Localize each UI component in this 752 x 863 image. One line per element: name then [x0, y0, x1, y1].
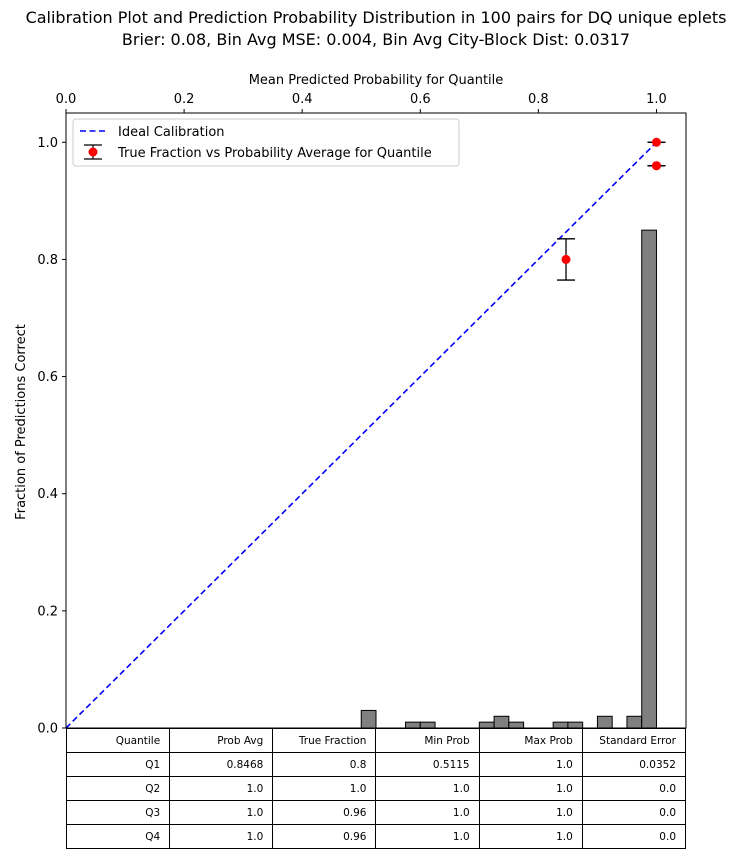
y-axis-ticks: 0.0 0.2 0.4 0.6 0.8 1.0: [37, 136, 66, 737]
table-cell: 1.0: [169, 824, 274, 849]
table-cell: 1.0: [478, 800, 583, 825]
histogram-bar-9: [626, 715, 643, 729]
table-cell: Q1: [65, 752, 171, 777]
y-tick-label-3: 0.6: [37, 370, 58, 385]
legend-label-points: True Fraction vs Probability Average for…: [117, 146, 432, 161]
legend-box: [72, 118, 460, 167]
calibration-marker: [561, 254, 571, 264]
calibration-point-0: [557, 238, 576, 281]
table-cell: 1.0: [478, 752, 583, 777]
chart-title: Calibration Plot and Prediction Probabil…: [25, 8, 727, 27]
histogram-bar-0: [360, 709, 377, 729]
table-cell: Prob Avg: [169, 728, 274, 753]
table-cell: 0.0: [581, 824, 687, 849]
y-axis-label: Fraction of Predictions Correct: [14, 324, 29, 520]
table-cell: True Fraction: [272, 728, 377, 753]
x-tick-label-2: 0.4: [292, 92, 313, 107]
table-cell: 1.0: [169, 800, 274, 825]
table-cell: Max Prob: [478, 728, 583, 753]
table-cell: 1.0: [478, 776, 583, 801]
table-cell: 0.0: [581, 776, 687, 801]
ideal-calibration-line: [65, 141, 658, 729]
table-cell: 1.0: [375, 800, 480, 825]
table-cell: Q2: [65, 776, 171, 801]
x-tick-label-4: 0.8: [528, 92, 549, 107]
table-cell: 0.5115: [375, 752, 480, 777]
statistics-table: Quantile Prob Avg True Fraction Min Prob Max…: [65, 728, 687, 849]
table-row: Q1 0.8468 0.8 0.5115 1.0 0.0352: [65, 752, 687, 777]
table-cell: 0.8: [272, 752, 377, 777]
table-cell: Q4: [65, 824, 171, 849]
y-tick-label-4: 0.8: [37, 253, 58, 268]
x-tick-label-3: 0.6: [410, 92, 431, 107]
table-cell: 0.8468: [169, 752, 274, 777]
table-cell: 0.0: [581, 800, 687, 825]
x-axis-ticks: 0.0 0.2 0.4 0.6 0.8 1.0: [56, 92, 667, 113]
y-tick-label-1: 0.2: [37, 604, 58, 619]
histogram-bar-4: [493, 715, 510, 729]
y-tick-label-5: 1.0: [37, 136, 58, 151]
table-cell: 0.96: [272, 800, 377, 825]
table-cell: Standard Error: [581, 728, 687, 753]
legend: Ideal Calibration True Fraction vs Proba…: [72, 118, 460, 167]
calibration-marker: [651, 137, 661, 147]
x-tick-label-0: 0.0: [56, 92, 77, 107]
calibration-points: [557, 137, 666, 281]
y-tick-label-2: 0.4: [37, 487, 58, 502]
x-tick-label-1: 0.2: [174, 92, 195, 107]
table-cell: 0.96: [272, 824, 377, 849]
x-axis-label: Mean Predicted Probability for Quantile: [249, 73, 504, 88]
ideal-line: [65, 141, 658, 729]
table-cell: Quantile: [65, 728, 171, 753]
calibration-point-1: [647, 137, 666, 147]
table-header-row: Quantile Prob Avg True Fraction Min Prob Max…: [65, 728, 687, 753]
histogram-bar-8: [596, 715, 613, 729]
table-cell: 1.0: [375, 824, 480, 849]
table-row: Q2 1.0 1.0 1.0 1.0 0.0: [65, 776, 687, 801]
table-cell: 0.0352: [581, 752, 687, 777]
table-cell: Min Prob: [375, 728, 480, 753]
chart-subtitle: Brier: 0.08, Bin Avg MSE: 0.004, Bin Avg…: [121, 30, 631, 49]
legend-point-marker: [84, 144, 102, 160]
calibration-marker: [651, 161, 661, 171]
table-row: Q3 1.0 0.96 1.0 1.0 0.0: [65, 800, 687, 825]
table-row: Q4 1.0 0.96 1.0 1.0 0.0: [65, 824, 687, 849]
histogram-bars: [360, 229, 657, 729]
table-cell: 1.0: [272, 776, 377, 801]
table-cell: 1.0: [478, 824, 583, 849]
table-cell: 1.0: [375, 776, 480, 801]
table-cell: Q3: [65, 800, 171, 825]
x-tick-label-5: 1.0: [646, 92, 667, 107]
calibration-point-3: [647, 161, 666, 171]
histogram-bar-10: [641, 229, 657, 729]
y-tick-label-0: 0.0: [37, 722, 58, 737]
table-cell: 1.0: [169, 776, 274, 801]
legend-label-ideal: Ideal Calibration: [118, 125, 225, 140]
